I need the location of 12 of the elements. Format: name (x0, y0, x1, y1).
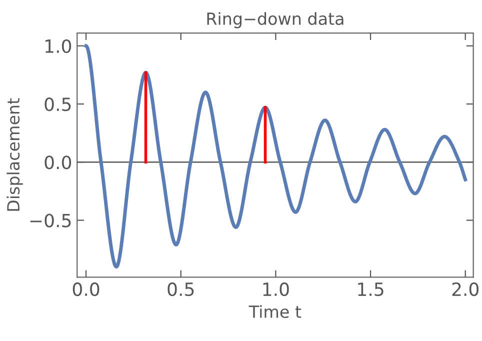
x-axis-title: Time t (248, 305, 302, 318)
y-tick-label: 0.0 (44, 156, 72, 170)
x-tick-label: 0.5 (168, 282, 194, 296)
x-tick-label: 1.0 (263, 282, 289, 296)
y-tick-label: −0.5 (30, 214, 71, 228)
x-tick-label: 2.0 (452, 282, 479, 296)
y-tick-label: 0.5 (44, 97, 71, 112)
x-tick-label: 0.0 (72, 282, 100, 296)
x-tick-label: 1.5 (358, 282, 384, 296)
y-tick-label: 1.0 (46, 39, 72, 53)
chart-title: Ring−down data (207, 12, 344, 28)
y-axis-title: Displacement (6, 98, 23, 211)
